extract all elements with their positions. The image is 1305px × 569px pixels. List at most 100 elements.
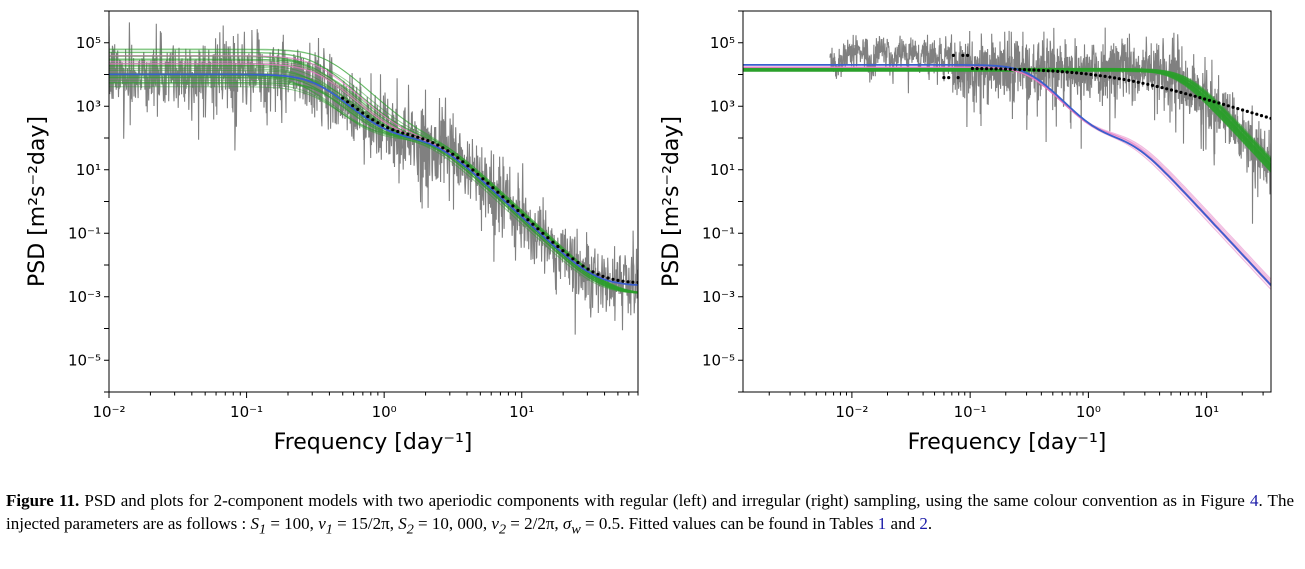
binned-point (1008, 67, 1012, 71)
binned-point (994, 67, 998, 71)
binned-point (947, 76, 951, 80)
binned-point (1222, 102, 1226, 106)
binned-point (621, 279, 625, 283)
periodogram-line (109, 22, 638, 335)
binned-point (1179, 90, 1183, 94)
binned-point (451, 152, 455, 156)
periodogram-line (829, 27, 1271, 224)
binned-point (471, 168, 475, 172)
figure-caption: Figure 11. PSD and plots for 2-component… (6, 489, 1294, 541)
binned-point (985, 67, 989, 71)
binned-point (341, 96, 345, 100)
binned-point (1217, 101, 1221, 105)
binned-point (1117, 77, 1121, 81)
binned-point (351, 104, 355, 108)
binned-point (481, 177, 485, 181)
x-tick-label: 10⁰ (372, 403, 397, 421)
table-1-link[interactable]: 1 (877, 514, 887, 533)
figure-4-link[interactable]: 4 (1249, 491, 1259, 510)
left-panel: 10⁻² 10⁻¹ 10⁰ 10¹ 10⁵ 10³ 10¹ 10⁻¹ 10⁻³ 10⁻⁵ Frequ… (25, 10, 639, 455)
binned-point (511, 204, 515, 208)
param-nu1: ν1 (318, 514, 333, 538)
binned-point (1079, 71, 1083, 75)
binned-point (426, 139, 430, 143)
binned-point (1226, 104, 1230, 108)
binned-point (606, 276, 610, 280)
binned-point (461, 160, 465, 164)
binned-point (1051, 69, 1055, 73)
y-tick-label: 10¹ (710, 161, 735, 179)
param-s1-value: = 100, (266, 514, 319, 533)
binned-point (616, 278, 620, 282)
binned-point (366, 114, 370, 119)
binned-point (1108, 75, 1112, 79)
figure-panels: 10⁻² 10⁻¹ 10⁰ 10¹ 10⁵ 10³ 10¹ 10⁻¹ 10⁻³ 10⁻⁵ Frequ… (25, 10, 1272, 455)
binned-point (1255, 112, 1259, 116)
binned-point (1264, 115, 1268, 119)
x-tick-label: 10⁻¹ (954, 403, 987, 421)
x-tick-label: 10¹ (509, 403, 534, 421)
binned-point (1127, 78, 1131, 82)
x-axis-label: Frequency [day⁻¹] (908, 430, 1107, 455)
injected-model-line (743, 64, 1271, 286)
binned-point (1094, 73, 1098, 77)
binned-point (391, 128, 395, 132)
binned-point (1259, 114, 1264, 118)
binned-point (1250, 111, 1254, 115)
binned-point (956, 76, 960, 80)
binned-point (1060, 70, 1064, 74)
binned-point (466, 164, 470, 168)
right-panel: 10⁻² 10⁻¹ 10⁰ 10¹ 10⁵ 10³ 10¹ 10⁻¹ 10⁻³ 10⁻⁵ Frequ… (659, 10, 1272, 455)
binned-point (536, 227, 540, 231)
param-sigma-w: σw (562, 514, 581, 538)
binned-point (989, 67, 993, 71)
binned-point (1113, 76, 1117, 80)
x-tick-label: 10⁰ (1076, 403, 1101, 421)
binned-point (1212, 100, 1216, 104)
binned-point (596, 272, 600, 276)
binned-point (371, 118, 375, 122)
binned-point (1146, 82, 1150, 86)
binned-point (1041, 68, 1046, 73)
table-2-link[interactable]: 2 (919, 514, 928, 533)
binned-point (456, 156, 460, 160)
binned-point (1169, 88, 1174, 92)
binned-point (601, 274, 605, 278)
y-axis-label: PSD [m²s⁻²day] (659, 116, 684, 287)
binned-point (576, 260, 580, 265)
binned-point (1150, 83, 1155, 87)
binned-point (999, 67, 1003, 71)
binned-point (1046, 69, 1050, 73)
binned-point (1174, 89, 1178, 93)
binned-point (1131, 79, 1136, 83)
binned-point (531, 222, 535, 226)
x-tick-label: 10⁻¹ (230, 403, 263, 421)
posterior-sample-line (109, 74, 638, 294)
y-tick-label: 10³ (710, 97, 735, 115)
binned-point (401, 131, 405, 135)
binned-point (416, 135, 420, 139)
binned-point (436, 143, 440, 147)
binned-point (961, 53, 965, 58)
param-s2-value: = 10, 000, (413, 514, 492, 533)
binned-point (1203, 97, 1207, 101)
binned-point (1122, 77, 1126, 82)
y-tick-label: 10⁻⁵ (68, 351, 101, 369)
binned-point (966, 53, 970, 58)
caption-end: . (927, 514, 933, 533)
binned-point (486, 181, 490, 185)
caption-and: and (886, 514, 920, 533)
binned-point (942, 76, 946, 80)
x-tick-label: 10⁻² (92, 403, 125, 421)
binned-point (356, 107, 360, 111)
binned-point (581, 264, 585, 268)
y-axis-label: PSD [m²s⁻²day] (25, 116, 50, 287)
binned-point (1241, 108, 1245, 112)
binned-point (1084, 72, 1088, 76)
caption-text-1: PSD and plots for 2-component models wit… (79, 491, 1250, 510)
binned-point (526, 218, 530, 222)
binned-point (376, 121, 380, 125)
binned-point (361, 111, 365, 115)
binned-point (1188, 93, 1192, 97)
binned-point (586, 267, 590, 271)
